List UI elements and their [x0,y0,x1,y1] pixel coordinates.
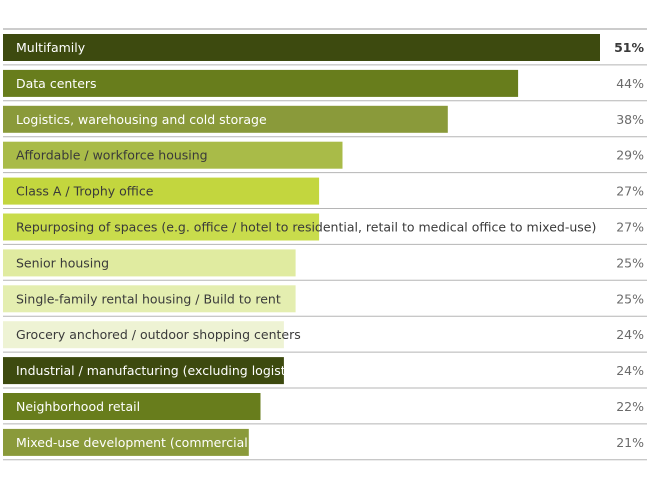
bar [3,393,261,420]
value-label: 27% [616,184,644,199]
value-label: 21% [616,435,644,450]
category-label: Multifamily [16,40,86,55]
value-label: 25% [616,255,644,270]
category-label: Logistics, warehousing and cold storage [16,112,267,127]
category-label: Neighborhood retail [16,399,140,414]
bar [3,213,320,241]
category-label: Class A / Trophy office [16,184,154,199]
bar [3,177,320,205]
category-label: Data centers [16,76,97,91]
bar [3,285,296,313]
value-label: 44% [616,76,644,91]
bar [3,105,448,133]
bar [3,428,249,456]
value-label: 38% [616,112,644,127]
value-label: 29% [616,148,644,163]
bar [3,34,600,61]
category-label: Single-family rental housing / Build to … [16,291,281,306]
category-label: Repurposing of spaces (e.g. office / hot… [16,220,596,235]
value-label: 51% [614,40,644,55]
bar [3,321,284,349]
bar [3,357,284,385]
category-label: Grocery anchored / outdoor shopping cent… [16,327,301,342]
category-label: Mixed-use development (commercial / resi… [16,435,375,450]
value-label: 27% [616,220,644,235]
category-label: Industrial / manufacturing (excluding lo… [16,363,504,378]
value-label: 22% [616,399,644,414]
category-label: Affordable / workforce housing [16,148,208,163]
chart-rows: Multifamily 51% Data centers 44% Logistics, … [3,28,647,461]
bar [3,141,343,169]
value-label: 24% [616,327,644,342]
bar [3,249,296,277]
bar [3,69,519,97]
value-label: 24% [616,363,644,378]
category-label: Senior housing [16,255,109,270]
value-label: 25% [616,291,644,306]
